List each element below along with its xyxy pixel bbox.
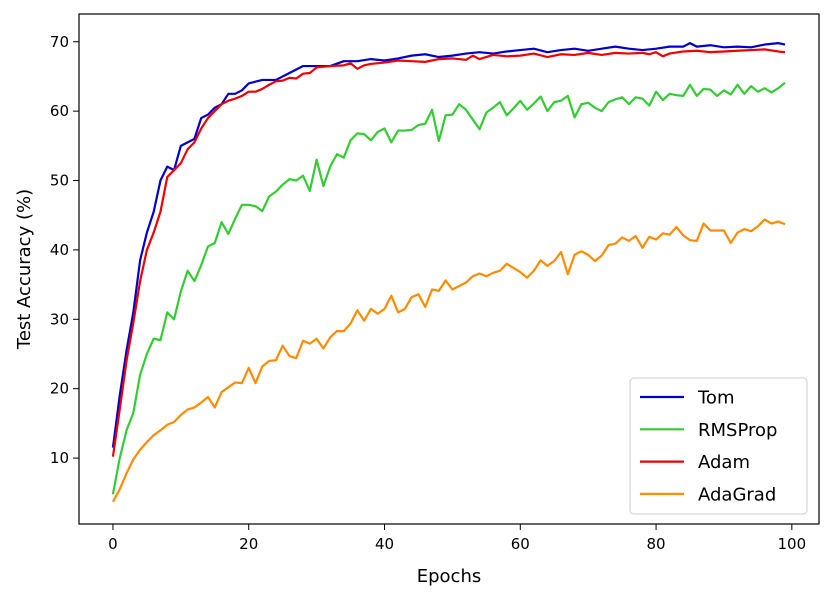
x-tick-label: 100 [778,535,807,553]
series-line-rmsprop [111,81,786,495]
legend-box [629,377,808,515]
series-line-tom [111,42,786,448]
series-layer [111,42,786,503]
legend-label-adagrad: AdaGrad [698,484,776,505]
legend-label-rmsprop: RMSProp [698,420,777,441]
x-tick-label: 40 [375,535,394,553]
plot-frame [78,13,820,525]
y-axis: 10 20 30 40 50 60 70 [50,33,79,467]
y-axis-title: Test Accuracy (%) [14,189,35,350]
y-tick-label: 10 [50,449,69,467]
x-tick-label: 0 [108,535,118,553]
series-line-adam [111,48,786,457]
y-tick-label: 40 [50,241,69,259]
y-tick-label: 30 [50,310,69,328]
x-tick-label: 20 [239,535,258,553]
x-tick-label: 80 [647,535,666,553]
x-axis-title: Epochs [417,566,482,587]
y-tick-label: 60 [50,102,69,120]
legend-label-adam: Adam [698,452,750,473]
y-tick-label: 50 [50,172,69,190]
x-tick-label: 60 [511,535,530,553]
y-tick-label: 20 [50,380,69,398]
legend: Tom RMSProp Adam AdaGrad [629,377,808,515]
legend-label-tom: Tom [697,388,734,409]
series-line-adagrad [111,218,786,503]
x-axis: 0 20 40 60 80 100 [108,524,806,553]
y-tick-label: 70 [50,33,69,51]
